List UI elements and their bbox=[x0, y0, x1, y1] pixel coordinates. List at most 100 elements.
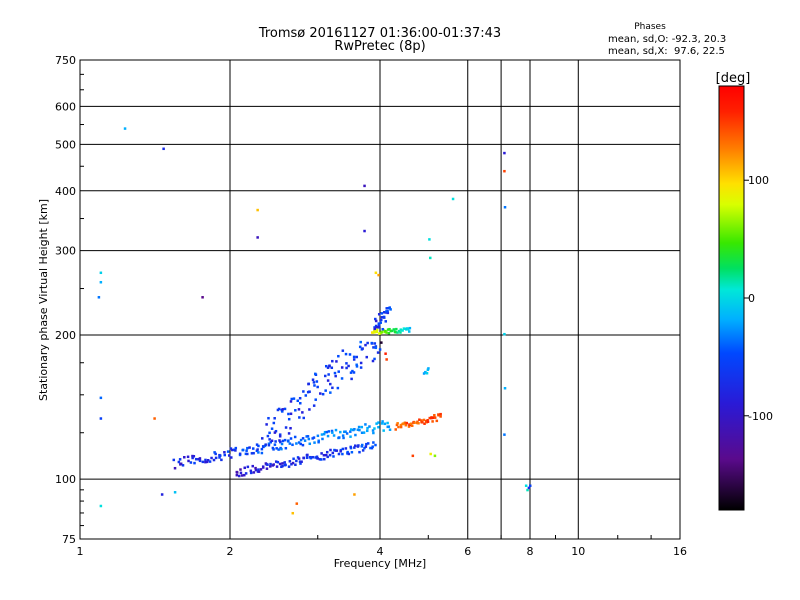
data-point bbox=[287, 412, 290, 416]
x-axis-title: Frequency [MHz] bbox=[334, 557, 426, 570]
data-point bbox=[380, 330, 383, 334]
data-point bbox=[424, 420, 428, 423]
data-point bbox=[298, 396, 302, 400]
data-point bbox=[337, 370, 340, 373]
data-point bbox=[244, 472, 248, 475]
y-axis: 75 100 200 300 400 500 600 750 bbox=[55, 54, 84, 546]
data-point bbox=[339, 430, 342, 434]
data-point bbox=[210, 456, 213, 460]
data-point bbox=[360, 445, 364, 448]
data-point bbox=[179, 462, 183, 466]
data-point bbox=[399, 423, 403, 427]
data-point bbox=[123, 127, 127, 130]
data-point bbox=[433, 454, 437, 458]
data-point bbox=[378, 348, 382, 351]
data-point bbox=[331, 451, 335, 455]
data-point bbox=[377, 273, 380, 277]
data-point bbox=[348, 353, 352, 356]
data-point bbox=[262, 445, 265, 449]
data-point bbox=[99, 396, 103, 400]
data-point bbox=[330, 366, 334, 370]
data-point bbox=[283, 438, 287, 442]
data-point bbox=[380, 312, 384, 315]
data-point bbox=[308, 442, 312, 446]
data-point bbox=[278, 439, 281, 442]
data-point bbox=[389, 308, 392, 311]
data-point bbox=[426, 418, 429, 422]
data-point bbox=[399, 328, 403, 331]
data-point bbox=[377, 421, 380, 424]
data-point bbox=[284, 463, 287, 467]
data-point bbox=[288, 442, 292, 445]
data-point bbox=[360, 443, 364, 447]
data-point bbox=[191, 454, 194, 458]
data-point bbox=[299, 442, 302, 446]
data-point bbox=[301, 411, 304, 414]
data-point bbox=[254, 466, 257, 470]
data-point bbox=[387, 331, 391, 335]
data-point bbox=[355, 363, 358, 367]
data-point bbox=[371, 429, 375, 432]
data-point bbox=[380, 318, 383, 322]
data-point bbox=[334, 374, 337, 378]
data-point bbox=[421, 421, 424, 424]
data-point bbox=[241, 448, 245, 452]
data-point bbox=[375, 328, 379, 332]
data-point bbox=[265, 467, 269, 470]
data-point bbox=[396, 331, 399, 334]
data-point bbox=[278, 433, 282, 436]
data-point bbox=[278, 462, 282, 466]
y-tick-label: 75 bbox=[62, 533, 76, 546]
data-point bbox=[428, 238, 431, 241]
data-point bbox=[328, 364, 331, 368]
data-point bbox=[311, 437, 314, 440]
data-point bbox=[324, 389, 327, 392]
data-point bbox=[375, 325, 378, 329]
x-tick-label: 1 bbox=[77, 545, 84, 558]
data-point bbox=[428, 416, 432, 420]
data-point bbox=[198, 459, 202, 463]
data-point bbox=[503, 169, 506, 173]
data-point bbox=[377, 322, 381, 325]
data-point bbox=[321, 392, 325, 396]
data-point bbox=[172, 458, 176, 462]
data-point bbox=[524, 484, 528, 487]
data-point bbox=[352, 358, 356, 361]
data-point bbox=[243, 466, 246, 470]
data-point bbox=[267, 443, 271, 447]
data-point bbox=[234, 449, 237, 452]
data-point bbox=[347, 452, 351, 456]
data-point bbox=[326, 455, 329, 459]
data-point bbox=[255, 449, 259, 453]
data-point bbox=[407, 330, 411, 333]
data-point bbox=[352, 428, 355, 432]
data-point bbox=[364, 423, 367, 426]
data-point bbox=[273, 443, 277, 446]
data-point bbox=[306, 453, 309, 457]
data-point bbox=[352, 355, 356, 359]
y-tick-label: 300 bbox=[55, 245, 76, 258]
data-point bbox=[323, 430, 327, 434]
data-point bbox=[385, 331, 388, 334]
y-axis-title: Stationary phase Virtual Height [km] bbox=[37, 199, 50, 401]
data-point bbox=[359, 366, 363, 369]
y-tick-label: 100 bbox=[55, 473, 76, 486]
data-point bbox=[316, 457, 320, 460]
data-point bbox=[257, 444, 260, 448]
data-point bbox=[350, 377, 353, 381]
colorbar-tick-label: 0 bbox=[748, 292, 755, 305]
grid-lines bbox=[80, 60, 680, 539]
data-point bbox=[291, 461, 295, 465]
data-point bbox=[349, 435, 352, 438]
data-point bbox=[385, 310, 388, 313]
data-point bbox=[322, 432, 326, 436]
data-point bbox=[503, 205, 507, 209]
data-point bbox=[373, 330, 377, 334]
data-point bbox=[385, 307, 388, 310]
data-point bbox=[418, 418, 421, 421]
data-point bbox=[344, 430, 347, 433]
data-point bbox=[343, 430, 346, 434]
data-point bbox=[433, 413, 436, 417]
data-point bbox=[361, 449, 365, 452]
data-point bbox=[295, 442, 298, 445]
